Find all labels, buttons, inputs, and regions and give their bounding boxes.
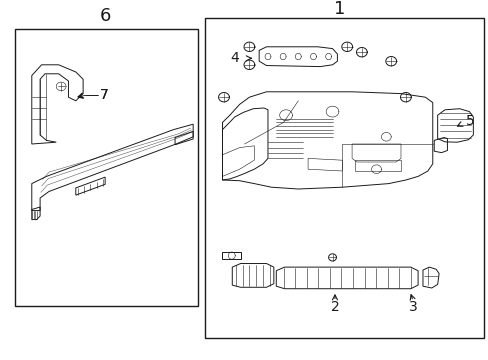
Text: 1: 1: [333, 0, 345, 18]
Text: 3: 3: [408, 300, 417, 314]
Bar: [15, 29, 198, 306]
Bar: [205, 18, 483, 338]
Text: 4: 4: [229, 51, 238, 65]
Text: 2: 2: [330, 300, 339, 314]
Text: 7: 7: [100, 89, 109, 102]
Text: 6: 6: [99, 7, 111, 25]
Text: 7: 7: [100, 89, 109, 102]
Text: 5: 5: [465, 114, 473, 127]
